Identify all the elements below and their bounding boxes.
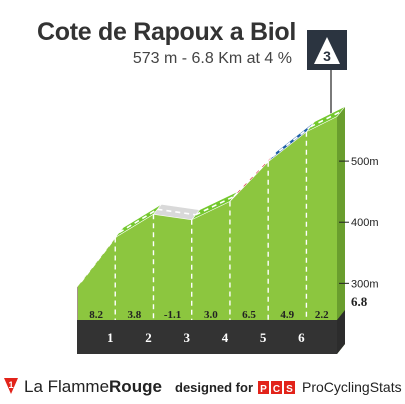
km-label-4: 4 xyxy=(222,330,229,345)
gradient-label-2: 3.8 xyxy=(127,309,141,321)
pcs-logo-icon: P C S xyxy=(258,381,295,395)
category-badge: 3 xyxy=(307,30,347,134)
y-tick-label-300: 300m xyxy=(351,278,379,290)
y-axis-ticks: 300m 400m 500m 6.8 xyxy=(339,156,379,309)
category-number: 3 xyxy=(323,48,331,64)
designed-for-label: designed for xyxy=(175,380,254,395)
elevation-profile: 300m 400m 500m 6.8 8.2 3.8 -1.1 3.0 6.5 4.9 2.2 1… xyxy=(76,106,379,354)
profile-area xyxy=(77,116,337,320)
km-label-1: 1 xyxy=(107,330,114,345)
base-band-front xyxy=(77,320,337,354)
svg-text:1: 1 xyxy=(8,380,13,390)
segment-line-6 xyxy=(271,126,311,158)
profile-base xyxy=(77,106,345,354)
segment-top-7 xyxy=(306,106,346,133)
gradient-label-7: 2.2 xyxy=(315,309,329,321)
svg-text:S: S xyxy=(286,384,293,395)
brand-bold: Rouge xyxy=(109,377,162,396)
segment-line-4 xyxy=(195,195,235,216)
brand-name: La FlammeRouge xyxy=(24,377,162,397)
km-label-2: 2 xyxy=(145,330,152,345)
footer: 1 La FlammeRouge designed for P C S ProC… xyxy=(0,372,405,404)
profile-segments xyxy=(76,106,346,288)
km-label-5: 5 xyxy=(260,330,267,345)
segment-line-5 xyxy=(233,156,273,197)
total-distance-label: 6.8 xyxy=(351,294,368,309)
svg-text:P: P xyxy=(260,384,267,395)
profile-side xyxy=(337,106,345,354)
gradient-labels: 8.2 3.8 -1.1 3.0 6.5 4.9 2.2 xyxy=(89,309,329,321)
segment-line-3 xyxy=(157,208,196,216)
left-edge xyxy=(77,287,78,320)
segment-line-7 xyxy=(310,110,342,128)
km-label-3: 3 xyxy=(183,330,190,345)
gradient-label-5: 6.5 xyxy=(242,309,256,321)
gradient-label-6: 4.9 xyxy=(280,309,294,321)
svg-text:C: C xyxy=(273,384,280,395)
brand-light: La Flamme xyxy=(24,377,110,396)
y-tick-label-500: 500m xyxy=(351,156,379,168)
pcs-name: ProCyclingStats xyxy=(302,379,402,395)
km-markers xyxy=(114,131,308,320)
climb-subtitle: 573 m - 6.8 Km at 4 % xyxy=(132,50,292,67)
gradient-label-4: 3.0 xyxy=(204,309,218,321)
km-label-6: 6 xyxy=(298,330,305,345)
climb-title: Cote de Rapoux a Biol xyxy=(36,18,296,46)
segment-line-1 xyxy=(80,232,120,283)
km-labels: 1 2 3 4 5 6 xyxy=(107,330,305,345)
gradient-label-1: 8.2 xyxy=(89,309,103,321)
flamme-rouge-icon: 1 xyxy=(4,378,18,394)
y-tick-label-400: 400m xyxy=(351,217,379,229)
segment-line-2 xyxy=(118,208,158,234)
gradient-label-3: -1.1 xyxy=(164,309,181,321)
